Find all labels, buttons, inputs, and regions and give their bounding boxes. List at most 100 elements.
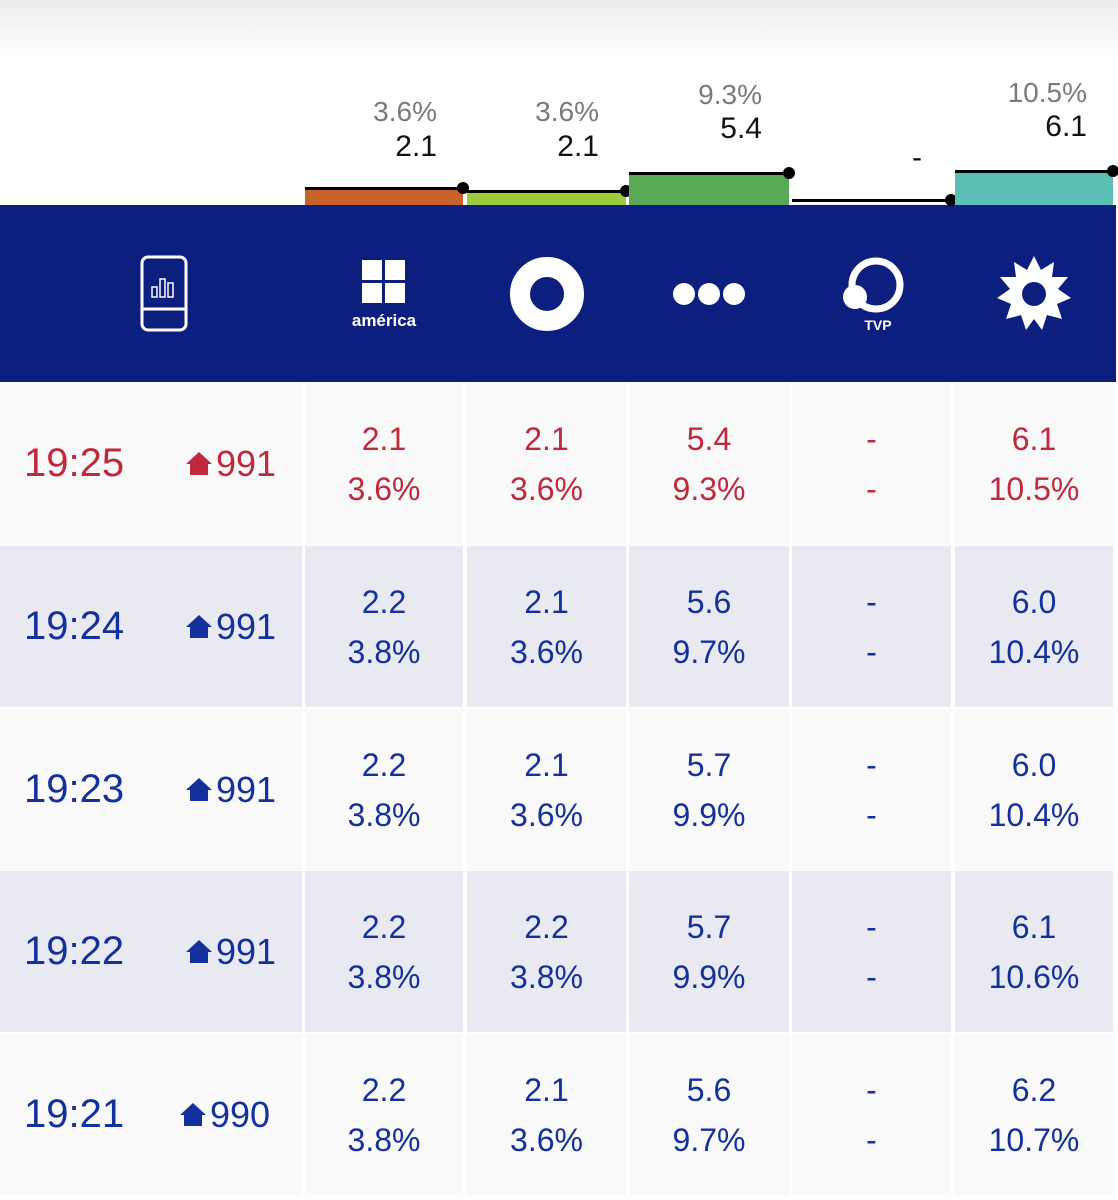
summary-dot <box>945 194 957 206</box>
share: 10.6% <box>988 959 1080 995</box>
cell: 6.2 10.7% <box>955 1034 1113 1195</box>
cell: -- <box>792 709 951 870</box>
row-first-cell <box>0 871 302 1032</box>
share: 9.7% <box>672 634 746 670</box>
cell: -- <box>792 383 951 544</box>
summary-strip <box>629 173 789 205</box>
cell: 6.1 10.6% <box>955 871 1113 1032</box>
home-icon <box>186 451 212 475</box>
cell: 2.1 3.6% <box>467 383 626 544</box>
summary-dot <box>783 167 795 179</box>
row-first-cell <box>0 709 302 870</box>
cell: -- <box>792 1034 951 1195</box>
share: 9.7% <box>672 1122 746 1158</box>
summary-dot <box>457 182 469 194</box>
time: 19:21 <box>24 1092 125 1136</box>
cell: 2.1 3.6% <box>467 709 626 870</box>
rating: 2.1 <box>524 1072 569 1108</box>
share: 10.5% <box>988 471 1080 507</box>
rating: - <box>866 421 877 457</box>
share: 10.7% <box>988 1122 1080 1158</box>
summary-share: 9.3% <box>698 79 762 110</box>
cell: 2.2 3.8% <box>305 1034 463 1195</box>
share: 3.8% <box>347 1122 421 1158</box>
share: 9.3% <box>672 471 746 507</box>
rating: 5.6 <box>686 584 732 620</box>
cell: 6.0 10.4% <box>955 546 1113 707</box>
rating: 2.1 <box>524 584 569 620</box>
cell: 2.2 3.8% <box>305 709 463 870</box>
cell: 2.2 3.8% <box>467 871 626 1032</box>
rating: 2.2 <box>361 1072 407 1108</box>
channel-logos: américa TVP <box>140 255 1071 333</box>
cell: 6.1 10.5% <box>955 383 1113 544</box>
summary-line <box>629 172 789 175</box>
homes: 990 <box>210 1094 271 1135</box>
summary-rating: 2.1 <box>395 130 437 163</box>
time: 19:23 <box>24 767 125 811</box>
time: 19:24 <box>24 604 125 648</box>
row-first-cell <box>0 383 302 544</box>
cell: 2.1 3.6% <box>467 1034 626 1195</box>
summary-rating: 6.1 <box>1045 110 1087 143</box>
summary-strip <box>467 191 626 205</box>
share: - <box>866 797 877 833</box>
share: 3.6% <box>510 797 583 833</box>
rating: 5.6 <box>686 1072 732 1108</box>
summary-rating: 2.1 <box>557 130 599 163</box>
summary-rating: - <box>912 141 922 174</box>
cell: 2.2 3.8% <box>305 546 463 707</box>
summary-dot <box>1107 165 1118 177</box>
summary-share: 3.6% <box>535 96 599 127</box>
rating: 6.2 <box>1011 1072 1057 1108</box>
home-icon <box>180 1102 206 1126</box>
header-bar: américa TVP <box>0 205 1116 382</box>
rating: - <box>866 747 877 783</box>
homes: 991 <box>216 443 277 484</box>
share: 10.4% <box>988 634 1080 670</box>
rating: 2.2 <box>361 747 407 783</box>
homes: 991 <box>216 606 277 647</box>
cell: 6.0 10.4% <box>955 709 1113 870</box>
rating: 6.1 <box>1011 421 1057 457</box>
share: 9.9% <box>672 797 746 833</box>
share: 3.6% <box>510 634 583 670</box>
share: - <box>866 1122 877 1158</box>
america-label: américa <box>352 311 417 330</box>
summary-rating: 5.4 <box>720 112 762 145</box>
time: 19:25 <box>24 441 125 485</box>
share: 3.6% <box>510 471 583 507</box>
cell: 5.7 9.9% <box>629 871 789 1032</box>
tvp-label: TVP <box>864 317 891 333</box>
share: - <box>866 634 877 670</box>
rating: 6.1 <box>1011 909 1057 945</box>
cell: 2.1 3.6% <box>467 546 626 707</box>
share: 10.4% <box>988 797 1080 833</box>
rating: - <box>866 909 877 945</box>
summary-strip <box>955 171 1113 205</box>
share: 3.6% <box>510 1122 583 1158</box>
row-first-cell <box>0 1034 302 1195</box>
home-icon <box>186 777 212 801</box>
rating: 5.7 <box>686 909 732 945</box>
cell: -- <box>792 871 951 1032</box>
share: 3.8% <box>347 634 421 670</box>
summary-line <box>792 199 951 202</box>
share: 3.8% <box>510 959 583 995</box>
homes: 991 <box>216 769 277 810</box>
share: 3.8% <box>347 797 421 833</box>
cell: 5.7 9.9% <box>629 709 789 870</box>
summary-share: 10.5% <box>1007 77 1087 108</box>
home-icon <box>186 614 212 638</box>
summary-line <box>955 170 1113 173</box>
summary-line <box>467 190 626 193</box>
rating: - <box>866 584 877 620</box>
cell: 5.4 9.3% <box>629 383 789 544</box>
row-first-cell <box>0 546 302 707</box>
rating: 5.4 <box>686 421 732 457</box>
cell: 2.2 3.8% <box>305 871 463 1032</box>
home-icon <box>186 939 212 963</box>
summary-strip <box>305 188 463 205</box>
cell: 5.6 9.7% <box>629 1034 789 1195</box>
homes: 991 <box>216 931 277 972</box>
